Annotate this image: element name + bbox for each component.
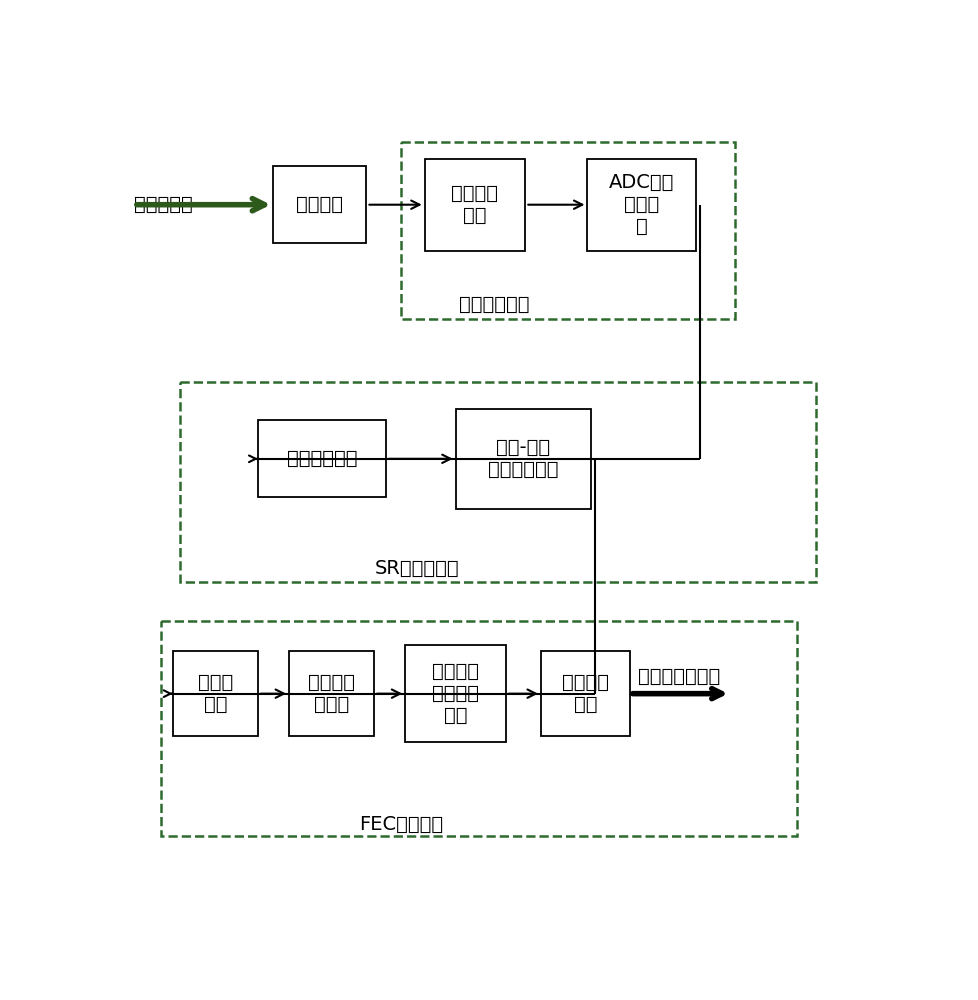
- Bar: [258, 420, 385, 497]
- Bar: [540, 651, 630, 736]
- Text: 位同步
模块: 位同步 模块: [198, 673, 233, 714]
- Bar: [172, 651, 258, 736]
- Bar: [424, 158, 525, 251]
- Text: 尺度变换模块: 尺度变换模块: [287, 449, 357, 468]
- Text: SR预处理单元: SR预处理单元: [375, 559, 459, 578]
- Text: 符号硬判
决模块: 符号硬判 决模块: [308, 673, 355, 714]
- Text: 空间光信号: 空间光信号: [134, 195, 193, 214]
- Text: 帧同步与
数据提取
模块: 帧同步与 数据提取 模块: [431, 662, 478, 725]
- Text: ADC数模
转换模
块: ADC数模 转换模 块: [608, 173, 674, 236]
- Bar: [289, 651, 374, 736]
- Bar: [180, 382, 816, 582]
- Bar: [587, 158, 695, 251]
- Text: 光电转换
模块: 光电转换 模块: [451, 184, 498, 225]
- Text: 模拟处理单元: 模拟处理单元: [459, 295, 529, 314]
- Text: 龙格-库塔
数值计算模块: 龙格-库塔 数值计算模块: [488, 438, 558, 479]
- Bar: [161, 620, 796, 836]
- Bar: [273, 166, 366, 243]
- Bar: [405, 645, 506, 742]
- Text: 原始的业务数据: 原始的业务数据: [637, 667, 719, 686]
- Text: FEC译码单元: FEC译码单元: [359, 815, 443, 834]
- Bar: [401, 142, 734, 319]
- Text: 光学天线: 光学天线: [296, 195, 343, 214]
- Text: 纠错译码
模块: 纠错译码 模块: [561, 673, 608, 714]
- Bar: [455, 409, 591, 509]
